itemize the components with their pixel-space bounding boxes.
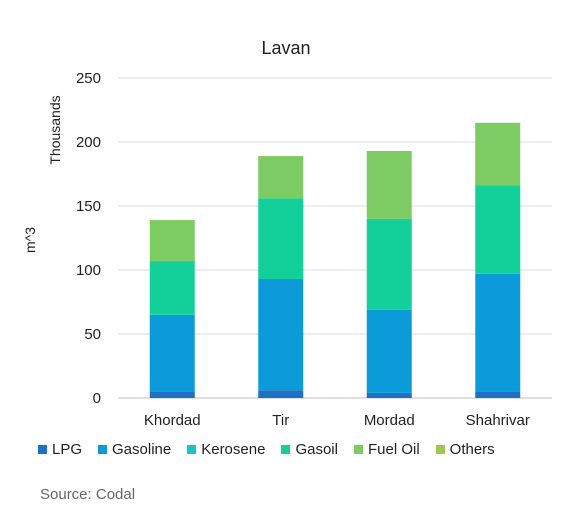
- bar-segment-gasoline: [366, 309, 412, 393]
- legend-item: Gasoil: [281, 441, 338, 458]
- x-tick-labels: Khordad Tir Mordad Shahrivar: [144, 412, 530, 429]
- bar-segment-lpg: [258, 390, 304, 398]
- legend-label: Others: [449, 441, 495, 458]
- bar-segment-lpg: [366, 392, 412, 398]
- bar-segment-fuel-oil: [149, 220, 195, 262]
- bar-segment-gasoil: [149, 261, 195, 315]
- y-axis-label: m^3: [22, 227, 38, 253]
- legend-swatch: [98, 445, 108, 454]
- bar-segment-gasoil: [366, 218, 412, 310]
- bar-segment-fuel-oil: [366, 150, 412, 219]
- y-tick-label: 50: [84, 326, 101, 343]
- y-unit-label: Thousands: [47, 95, 63, 164]
- legend-item: Others: [435, 441, 495, 458]
- legend-swatch: [187, 445, 197, 454]
- bar-segment-fuel-oil: [475, 122, 521, 186]
- y-tick-label: 200: [76, 134, 101, 151]
- legend-label: Gasoil: [295, 441, 338, 458]
- legend-label: Fuel Oil: [367, 441, 420, 458]
- chart: Lavan Thousands m^3 0 50 100 150 200 250 Khor…: [22, 38, 552, 429]
- x-tick-label: Tir: [272, 412, 289, 429]
- x-tick-label: Mordad: [364, 412, 415, 429]
- bar-segment-gasoline: [475, 273, 521, 392]
- y-tick-label: 250: [76, 70, 101, 87]
- bars: [149, 122, 521, 398]
- legend-swatch: [353, 445, 363, 454]
- legend-swatch: [38, 445, 47, 454]
- legend-label: Kerosene: [201, 441, 266, 458]
- bar-segment-gasoil: [475, 185, 521, 274]
- legend-label: Gasoline: [112, 441, 172, 458]
- source-note: Source: Codal: [40, 486, 136, 503]
- bar-segment-lpg: [149, 391, 195, 398]
- legend-swatch: [435, 445, 445, 454]
- x-tick-label: Khordad: [144, 412, 201, 429]
- legend-item: Gasoline: [98, 441, 171, 458]
- y-tick-label: 100: [76, 262, 101, 279]
- legend-item: Fuel Oil: [353, 441, 420, 458]
- chart-title: Lavan: [261, 38, 310, 58]
- bar-segment-gasoline: [149, 314, 195, 392]
- legend: LPG Gasoline Kerosene Gasoil Fuel Oil Others: [38, 441, 511, 458]
- y-tick-label: 0: [93, 390, 101, 407]
- y-tick-label: 150: [76, 198, 101, 215]
- legend-label: LPG: [52, 441, 83, 458]
- x-tick-label: Shahrivar: [466, 412, 530, 429]
- legend-swatch: [281, 445, 291, 454]
- legend-item: Kerosene: [187, 441, 265, 458]
- bar-segment-lpg: [475, 391, 521, 398]
- bar-segment-gasoline: [258, 278, 304, 391]
- legend-item: LPG: [38, 441, 82, 458]
- bar-segment-fuel-oil: [258, 156, 304, 199]
- y-tick-labels: 0 50 100 150 200 250: [76, 70, 101, 407]
- bar-segment-gasoil: [258, 198, 304, 279]
